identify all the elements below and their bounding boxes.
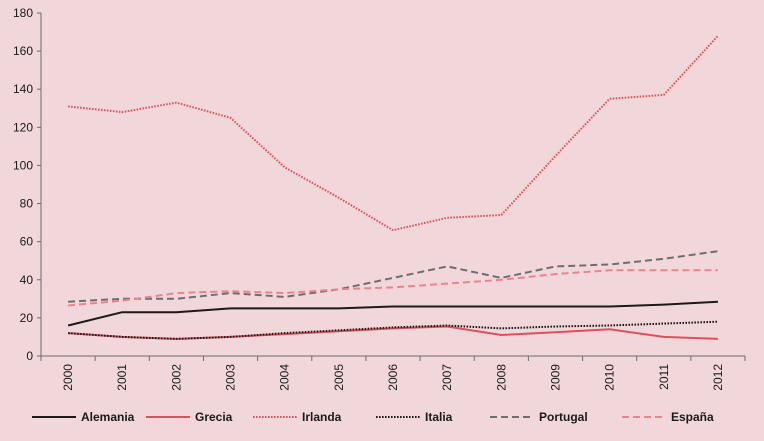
legend-label: España [671,410,714,424]
x-tick-label: 2007 [440,364,454,391]
series-line-alemania [67,300,718,327]
y-tick-label: 20 [20,311,34,325]
x-tick-label: 2010 [603,364,617,391]
legend: Alemania Grecia Irlanda Italia Portugal Españ… [32,410,714,424]
y-tick-label: 180 [13,6,33,20]
legend-label: Grecia [195,410,233,424]
x-tick-label: 2003 [224,364,238,391]
legend-label: Italia [425,410,453,424]
axes [40,13,745,357]
x-tick-label: 2008 [494,364,508,391]
x-tick-label: 2005 [332,364,346,391]
series-line-espa-a [68,269,718,307]
x-tick-label: 2012 [711,364,725,391]
legend-label: Irlanda [302,410,342,424]
x-tick-label: 2000 [61,364,75,391]
y-tick-label: 60 [20,235,34,249]
y-tick-label: 40 [20,273,34,287]
y-tick-label: 120 [13,120,33,134]
series-line-irlanda [67,35,719,232]
y-tick-label: 80 [20,197,34,211]
y-tick-label: 160 [13,44,33,58]
legend-label: Portugal [539,410,588,424]
y-tick-label: 0 [26,349,33,363]
x-axis-ticks: 2000 2001 2002 2003 2004 2005 2006 2007 2008 2009… [40,356,746,391]
x-tick-label: 2006 [386,364,400,391]
series-line-italia [68,320,718,340]
x-tick-label: 2001 [115,364,129,391]
series-line-portugal [68,250,719,303]
x-tick-label: 2009 [548,364,562,391]
y-axis-ticks: 0 20 40 60 80 100 120 140 160 180 [13,6,41,363]
y-tick-label: 140 [13,82,33,96]
x-tick-label: 2002 [169,364,183,391]
y-tick-label: 100 [13,158,33,172]
series-lines [67,35,719,340]
x-tick-label: 2011 [657,364,671,390]
x-tick-label: 2004 [278,364,292,391]
legend-label: Alemania [81,410,135,424]
